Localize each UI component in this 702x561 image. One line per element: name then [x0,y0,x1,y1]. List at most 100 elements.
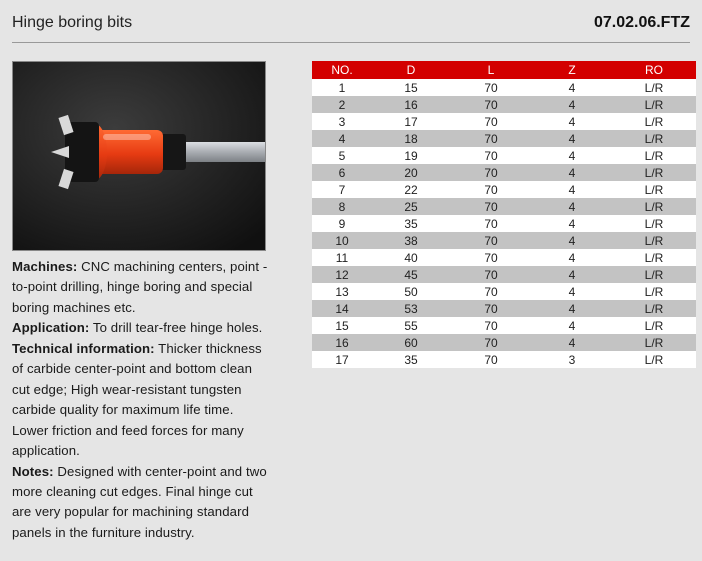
table-cell: 70 [450,147,532,164]
table-cell: 14 [312,300,372,317]
table-cell: 55 [372,317,450,334]
table-cell: 15 [312,317,372,334]
table-cell: 40 [372,249,450,266]
table-row: 317704L/R [312,113,696,130]
col-header-ro: RO [612,61,696,79]
table-row: 620704L/R [312,164,696,181]
table-cell: 70 [450,79,532,96]
table-cell: 16 [372,96,450,113]
table-cell: L/R [612,266,696,283]
table-cell: 4 [532,232,612,249]
desc-machines: Machines: CNC machining centers, point -… [12,257,272,318]
table-cell: L/R [612,130,696,147]
page-header: Hinge boring bits 07.02.06.FTZ [12,14,690,43]
text-technical: Thicker thickness of carbide center-poin… [12,341,262,458]
spec-table: NO. D L Z RO 115704L/R216704L/R317704L/R… [312,61,696,368]
desc-technical: Technical information: Thicker thickness… [12,339,272,462]
table-cell: L/R [612,351,696,368]
table-cell: 4 [312,130,372,147]
table-cell: 18 [372,130,450,147]
table-cell: 70 [450,232,532,249]
table-cell: 70 [450,334,532,351]
table-row: 1555704L/R [312,317,696,334]
table-cell: 70 [450,266,532,283]
table-cell: 12 [312,266,372,283]
label-technical: Technical information: [12,341,155,356]
label-machines: Machines: [12,259,77,274]
table-row: 935704L/R [312,215,696,232]
text-application: To drill tear-free hinge holes. [89,320,262,335]
table-row: 1245704L/R [312,266,696,283]
table-cell: L/R [612,232,696,249]
table-cell: 13 [312,283,372,300]
table-cell: 2 [312,96,372,113]
table-cell: 3 [312,113,372,130]
table-cell: 19 [372,147,450,164]
table-cell: 4 [532,198,612,215]
table-body: 115704L/R216704L/R317704L/R418704L/R5197… [312,79,696,368]
table-cell: 4 [532,147,612,164]
table-cell: 70 [450,351,532,368]
table-cell: 20 [372,164,450,181]
table-cell: 17 [372,113,450,130]
table-cell: 8 [312,198,372,215]
table-cell: 11 [312,249,372,266]
table-cell: 16 [312,334,372,351]
table-row: 519704L/R [312,147,696,164]
table-cell: 70 [450,215,532,232]
table-cell: 4 [532,283,612,300]
table-cell: L/R [612,96,696,113]
table-cell: 25 [372,198,450,215]
table-row: 1735703L/R [312,351,696,368]
table-row: 722704L/R [312,181,696,198]
table-cell: L/R [612,198,696,215]
product-code: 07.02.06.FTZ [594,14,690,32]
table-cell: 4 [532,130,612,147]
table-cell: 15 [372,79,450,96]
table-cell: 1 [312,79,372,96]
content-area: Machines: CNC machining centers, point -… [12,61,690,543]
table-cell: 4 [532,334,612,351]
table-header-row: NO. D L Z RO [312,61,696,79]
table-cell: 70 [450,164,532,181]
table-cell: 3 [532,351,612,368]
table-cell: L/R [612,317,696,334]
table-cell: 70 [450,113,532,130]
table-cell: 70 [450,249,532,266]
table-cell: 9 [312,215,372,232]
left-column: Machines: CNC machining centers, point -… [12,61,272,543]
table-row: 1038704L/R [312,232,696,249]
table-row: 1453704L/R [312,300,696,317]
table-cell: 17 [312,351,372,368]
table-cell: 5 [312,147,372,164]
col-header-no: NO. [312,61,372,79]
table-cell: 70 [450,283,532,300]
table-cell: L/R [612,249,696,266]
col-header-z: Z [532,61,612,79]
table-cell: L/R [612,147,696,164]
right-column: NO. D L Z RO 115704L/R216704L/R317704L/R… [312,61,696,543]
table-row: 216704L/R [312,96,696,113]
table-cell: 4 [532,317,612,334]
table-cell: 70 [450,317,532,334]
table-cell: L/R [612,334,696,351]
table-cell: 70 [450,181,532,198]
table-row: 825704L/R [312,198,696,215]
table-cell: 4 [532,266,612,283]
table-cell: 4 [532,113,612,130]
table-cell: 35 [372,351,450,368]
product-image [12,61,266,251]
desc-application: Application: To drill tear-free hinge ho… [12,318,272,338]
table-cell: 4 [532,249,612,266]
table-row: 1350704L/R [312,283,696,300]
table-row: 1140704L/R [312,249,696,266]
table-cell: 53 [372,300,450,317]
table-cell: 70 [450,96,532,113]
col-header-l: L [450,61,532,79]
table-cell: L/R [612,181,696,198]
table-cell: L/R [612,215,696,232]
table-row: 115704L/R [312,79,696,96]
table-cell: 4 [532,300,612,317]
table-cell: 4 [532,215,612,232]
table-cell: L/R [612,164,696,181]
